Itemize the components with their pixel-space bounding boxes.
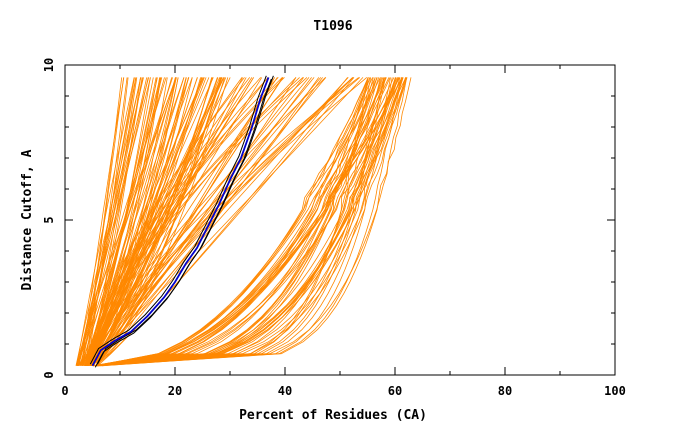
model-curve bbox=[79, 77, 144, 366]
highlight-outline-curve bbox=[97, 75, 274, 365]
y-tick-label: 10 bbox=[42, 58, 56, 72]
model-curve bbox=[95, 77, 391, 367]
x-tick-label: 20 bbox=[168, 384, 182, 398]
model-curve bbox=[85, 77, 163, 366]
model-curve bbox=[92, 77, 254, 366]
chart-title: T1096 bbox=[313, 19, 352, 34]
model-curve bbox=[96, 77, 381, 367]
y-tick-label: 5 bbox=[42, 216, 56, 223]
model-curve bbox=[81, 77, 125, 366]
model-curve bbox=[86, 77, 310, 366]
model-curve bbox=[87, 77, 364, 366]
model-curve bbox=[75, 77, 177, 366]
model-curve bbox=[91, 77, 193, 366]
model-curve bbox=[92, 77, 275, 366]
y-tick-labels: 0 5 10 bbox=[42, 58, 56, 379]
model-curve bbox=[101, 77, 369, 367]
model-curve bbox=[76, 77, 151, 366]
model-curve bbox=[100, 77, 378, 367]
model-curve bbox=[98, 77, 403, 367]
model-curve bbox=[98, 77, 406, 367]
model-curve bbox=[92, 77, 383, 367]
model-curve bbox=[96, 77, 403, 367]
model-curve bbox=[91, 77, 223, 366]
model-curve bbox=[101, 77, 408, 367]
model-curve bbox=[87, 77, 179, 366]
x-axis-label: Percent of Residues (CA) bbox=[239, 408, 427, 423]
model-curve bbox=[96, 77, 275, 366]
x-tick-label: 60 bbox=[388, 384, 402, 398]
model-curve bbox=[97, 77, 369, 367]
model-curve bbox=[100, 77, 412, 367]
model-curve bbox=[98, 77, 407, 367]
model-curve bbox=[87, 77, 326, 366]
model-curve bbox=[90, 77, 247, 366]
ticks-layer bbox=[64, 64, 616, 376]
model-curve bbox=[98, 77, 376, 367]
model-curve bbox=[79, 77, 149, 366]
curves-layer bbox=[75, 77, 412, 367]
highlight-curve bbox=[91, 77, 270, 367]
model-curve bbox=[97, 77, 396, 367]
x-tick-label: 80 bbox=[498, 384, 512, 398]
model-curve bbox=[97, 77, 397, 367]
model-curve bbox=[82, 77, 177, 366]
model-curve bbox=[79, 77, 189, 366]
model-curve bbox=[87, 77, 269, 366]
model-curve bbox=[95, 77, 373, 367]
y-axis-label: Distance Cutoff, A bbox=[20, 149, 35, 290]
model-curve bbox=[89, 77, 305, 366]
x-tick-label: 40 bbox=[278, 384, 292, 398]
model-curve bbox=[88, 77, 177, 366]
model-curve bbox=[95, 77, 374, 367]
model-curve bbox=[96, 77, 407, 367]
model-curve bbox=[101, 77, 403, 367]
model-curve bbox=[77, 77, 141, 366]
model-curve bbox=[92, 77, 404, 367]
model-curve bbox=[95, 77, 244, 366]
model-curve bbox=[85, 77, 177, 366]
highlight-layer bbox=[89, 75, 274, 368]
y-tick-label: 0 bbox=[42, 371, 56, 378]
x-tick-label: 100 bbox=[604, 384, 626, 398]
model-curve bbox=[95, 77, 401, 367]
x-tick-label: 0 bbox=[61, 384, 68, 398]
model-curve bbox=[102, 77, 399, 367]
x-tick-labels: 0 20 40 60 80 100 bbox=[61, 384, 625, 398]
highlight-outline-curve bbox=[89, 75, 267, 365]
model-curve bbox=[85, 77, 205, 366]
model-curve bbox=[87, 77, 214, 366]
